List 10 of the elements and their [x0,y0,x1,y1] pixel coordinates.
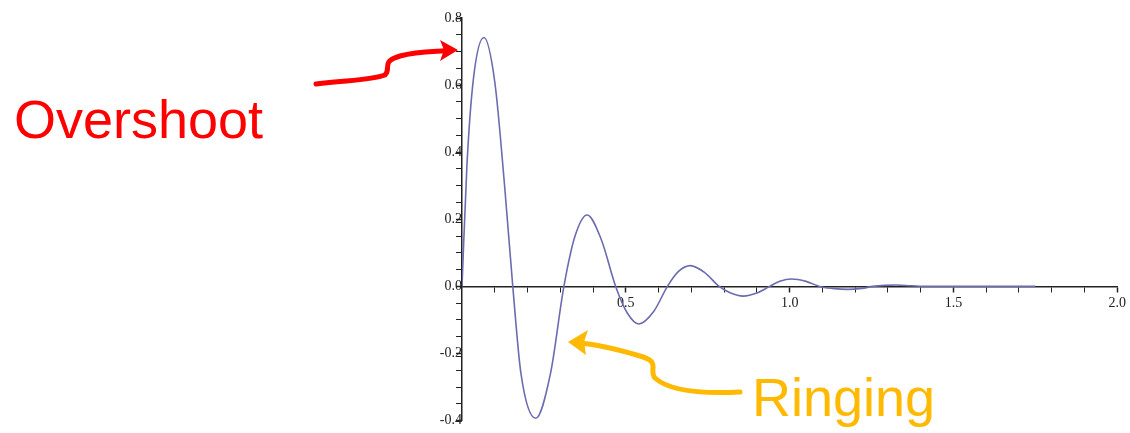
y-tick-label: -0.2 [439,345,462,361]
y-tick-label: 0.2 [444,210,462,226]
x-tick-label: 1.5 [944,295,963,311]
y-tick-label: 0.8 [444,9,462,25]
y-tick-label: 0.0 [444,278,462,294]
annotation: Ringing [752,367,936,427]
y-tick-label: -0.4 [439,412,462,428]
x-tick-label: 2.0 [1108,295,1126,311]
x-tick-label: 1.0 [780,295,799,311]
text: Overshoot [14,89,264,149]
